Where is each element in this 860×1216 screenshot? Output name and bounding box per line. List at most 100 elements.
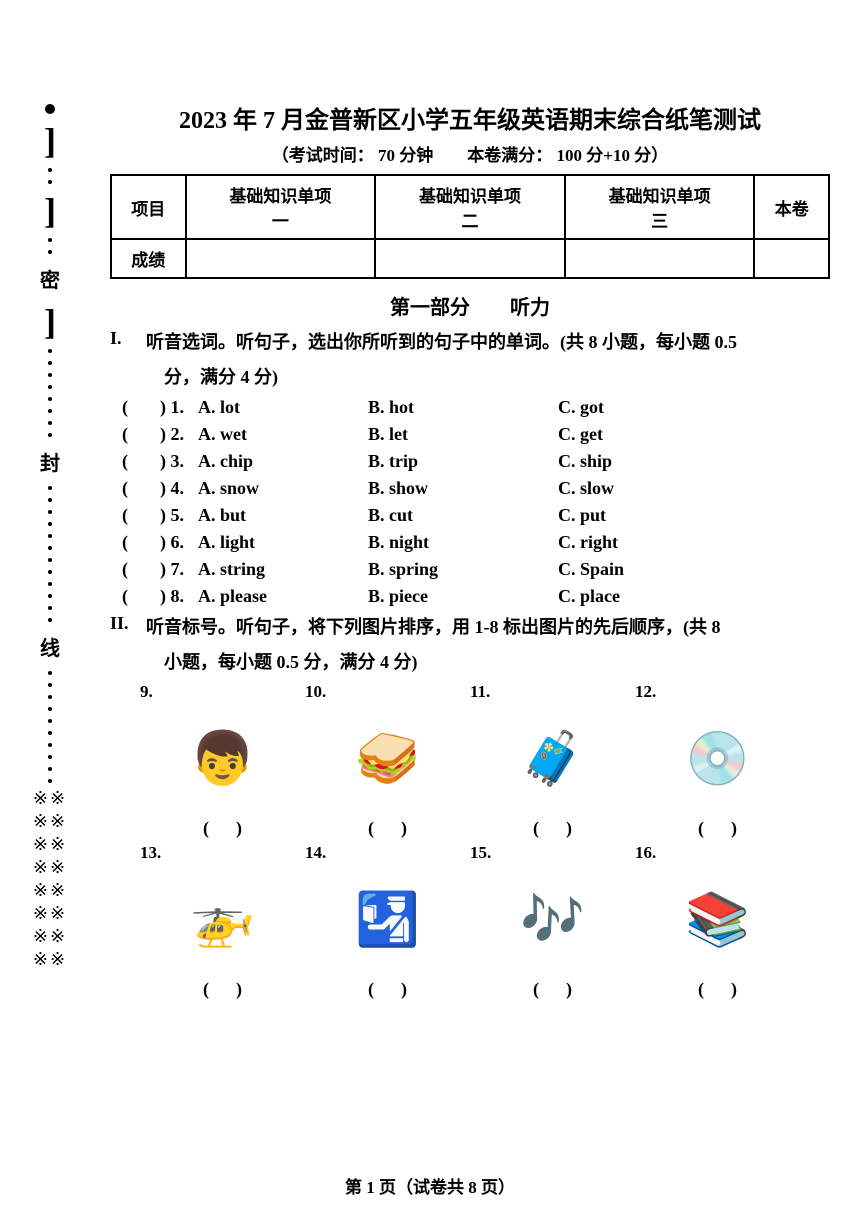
td-blank xyxy=(186,239,376,278)
option-c: C. slow xyxy=(558,478,708,499)
margin-bracket: ] xyxy=(44,120,56,162)
th-text: 基础知识单项 二 xyxy=(419,187,521,231)
option-c: C. put xyxy=(558,505,708,526)
option-b: B. spring xyxy=(368,559,558,580)
image-answer-blank: ( ) xyxy=(635,979,800,1000)
answer-blank: ) 5. xyxy=(146,505,198,526)
image-number: 15. xyxy=(470,843,635,863)
option-b: B. show xyxy=(368,478,558,499)
paren-left: ( xyxy=(122,586,146,607)
exam-subtitle: （考试时间： 70 分钟 本卷满分： 100 分+10 分） xyxy=(110,141,830,166)
image-number: 13. xyxy=(140,843,305,863)
image-answer-blank: ( ) xyxy=(470,979,635,1000)
image-cell: 15.🎶 ( ) xyxy=(470,843,635,1000)
image-cell: 13.🚁( ) xyxy=(140,843,305,1000)
option-a: A. string xyxy=(198,559,368,580)
option-c: C. ship xyxy=(558,451,708,472)
question-row: () 7.A. stringB. springC. Spain xyxy=(122,559,830,580)
answer-blank: ) 1. xyxy=(146,397,198,418)
image-number: 14. xyxy=(305,843,470,863)
image-number: 12. xyxy=(635,682,800,702)
image-answer-blank: ( ) xyxy=(305,818,470,839)
image-grid: 9.👦( )10.🥪( )11.🧳( )12.💿( )13.🚁( )14.🛂( … xyxy=(140,682,830,1004)
part-title: 第一部分 听力 xyxy=(110,291,830,320)
page-footer: 第 1 页（试卷共 8 页） xyxy=(0,1173,860,1198)
answer-blank: ) 8. xyxy=(146,586,198,607)
option-b: B. let xyxy=(368,424,558,445)
image-placeholder-icon: 🥪 xyxy=(333,704,443,814)
margin-dotline xyxy=(48,164,52,188)
option-a: A. snow xyxy=(198,478,368,499)
subtitle-left: （考试时间： xyxy=(272,146,374,165)
margin-char-mi: 密 xyxy=(40,264,60,293)
paren-left: ( xyxy=(122,424,146,445)
paren-left: ( xyxy=(122,505,146,526)
paren-left: ( xyxy=(122,532,146,553)
answer-blank: ) 6. xyxy=(146,532,198,553)
paren-left: ( xyxy=(122,478,146,499)
margin-cross: ※※ xyxy=(33,949,67,970)
binding-margin: ] ] 密 ] 封 线 ※※ ※※ ※※ ※※ ※※ ※※ ※※ ※※ xyxy=(10,100,90,1100)
answer-blank: ) 4. xyxy=(146,478,198,499)
th-item: 项目 xyxy=(111,175,186,239)
answer-blank: ) 2. xyxy=(146,424,198,445)
margin-char-feng: 封 xyxy=(40,447,60,476)
margin-dotline xyxy=(48,345,52,441)
td-blank xyxy=(375,239,565,278)
section-text: 听音选词。听句子，选出你所听到的句子中的单词。(共 8 小题，每小题 0.5 xyxy=(146,328,830,357)
option-c: C. place xyxy=(558,586,708,607)
image-cell: 9.👦( ) xyxy=(140,682,305,839)
td-label: 成绩 xyxy=(111,239,186,278)
image-number: 16. xyxy=(635,843,800,863)
option-a: A. chip xyxy=(198,451,368,472)
image-answer-blank: ( ) xyxy=(140,979,305,1000)
th-text: 基础知识单项 三 xyxy=(609,187,711,231)
image-placeholder-icon: 🛂 xyxy=(333,865,443,975)
option-b: B. hot xyxy=(368,397,558,418)
paren-left: ( xyxy=(122,451,146,472)
option-a: A. please xyxy=(198,586,368,607)
subtitle-mid: 本卷满分： xyxy=(467,146,552,165)
question-row: () 4.A. snowB. showC. slow xyxy=(122,478,830,499)
option-c: C. get xyxy=(558,424,708,445)
image-answer-blank: ( ) xyxy=(470,818,635,839)
image-placeholder-icon: 🧳 xyxy=(498,704,608,814)
exam-title: 2023 年 7 月金普新区小学五年级英语期末综合纸笔测试 xyxy=(110,100,830,135)
option-b: B. trip xyxy=(368,451,558,472)
margin-cross: ※※ xyxy=(33,857,67,878)
td-blank xyxy=(565,239,755,278)
margin-dotline xyxy=(48,482,52,626)
image-cell: 12.💿( ) xyxy=(635,682,800,839)
image-answer-blank: ( ) xyxy=(305,979,470,1000)
margin-cross: ※※ xyxy=(33,903,67,924)
question-row: () 8.A. pleaseB. pieceC. place xyxy=(122,586,830,607)
question-row: () 3.A. chipB. tripC. ship xyxy=(122,451,830,472)
margin-cross: ※※ xyxy=(33,834,67,855)
section-2-cont: 小题，每小题 0.5 分，满分 4 分) xyxy=(164,648,830,674)
score-table: 项目 基础知识单项 一 基础知识单项 二 基础知识单项 三 本卷 成绩 xyxy=(110,174,830,279)
answer-blank: ) 7. xyxy=(146,559,198,580)
th-text: 基础知识单项 一 xyxy=(229,187,331,231)
option-c: C. right xyxy=(558,532,708,553)
section-text: 听音标号。听句子，将下列图片排序，用 1-8 标出图片的先后顺序，(共 8 xyxy=(146,613,830,642)
paren-left: ( xyxy=(122,397,146,418)
subtitle-time: 70 分钟 xyxy=(378,146,433,165)
image-cell: 11.🧳( ) xyxy=(470,682,635,839)
margin-cross: ※※ xyxy=(33,926,67,947)
th-col1: 基础知识单项 一 xyxy=(186,175,376,239)
paren-left: ( xyxy=(122,559,146,580)
section-number: II. xyxy=(110,613,146,642)
table-score-row: 成绩 xyxy=(111,239,829,278)
th-col2: 基础知识单项 二 xyxy=(375,175,565,239)
image-answer-blank: ( ) xyxy=(140,818,305,839)
image-cell: 10.🥪( ) xyxy=(305,682,470,839)
option-b: B. piece xyxy=(368,586,558,607)
question-list-1: () 1.A. lotB. hotC. got() 2.A. wetB. let… xyxy=(110,397,830,607)
image-cell: 16.📚( ) xyxy=(635,843,800,1000)
margin-cross: ※※ xyxy=(33,811,67,832)
option-a: A. lot xyxy=(198,397,368,418)
margin-dot xyxy=(45,104,55,114)
image-placeholder-icon: 🎶 xyxy=(498,865,608,975)
margin-dotline xyxy=(48,234,52,258)
image-placeholder-icon: 👦 xyxy=(168,704,278,814)
